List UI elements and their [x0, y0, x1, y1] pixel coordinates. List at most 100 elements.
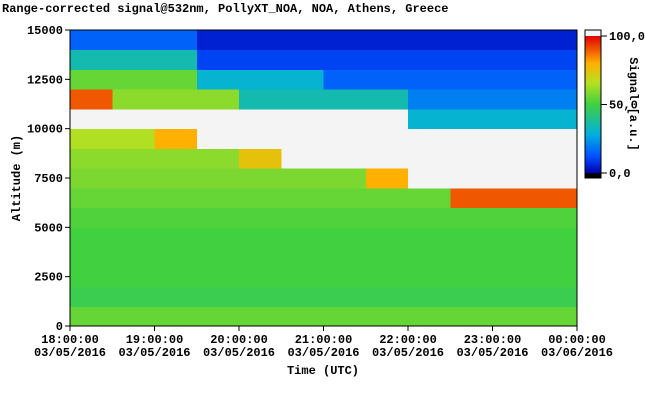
heatmap-cell: [281, 266, 324, 288]
heatmap-cell: [154, 108, 198, 130]
heatmap-cell: [450, 247, 493, 268]
heatmap-cell: [112, 168, 155, 189]
heatmap-cell: [281, 89, 324, 110]
heatmap-cell: [450, 266, 493, 288]
heatmap-cell: [534, 128, 578, 149]
heatmap-cell: [323, 187, 367, 209]
heatmap-cell: [239, 30, 282, 51]
heatmap-cell: [281, 128, 324, 149]
heatmap-cell: [408, 266, 451, 288]
heatmap-cell: [196, 89, 240, 110]
heatmap-cell: [450, 207, 493, 228]
heatmap-cell: [408, 187, 451, 209]
y-axis-label: Altitude (m): [10, 135, 24, 221]
heatmap-cell: [323, 247, 367, 268]
chart-title: Range-corrected signal@532nm, PollyXT_NO…: [2, 2, 448, 16]
x-tick-label: 23:00:00 03/05/2016: [456, 333, 528, 360]
x-tick-label: 19:00:00 03/05/2016: [118, 333, 190, 360]
heatmap-cell: [70, 128, 113, 149]
heatmap-cell: [408, 247, 451, 268]
colorbar-label: Signal [a.u.]: [626, 57, 640, 151]
heatmap-cell: [534, 266, 578, 288]
heatmap-cell: [365, 108, 409, 130]
heatmap-cell: [70, 286, 113, 307]
heatmap-cell: [408, 306, 451, 327]
x-tick-label: 18:00:00 03/05/2016: [34, 333, 106, 360]
heatmap-cell: [323, 168, 367, 189]
heatmap-cell: [365, 266, 409, 288]
heatmap-cell: [112, 30, 155, 51]
heatmap-cell: [154, 148, 198, 169]
heatmap-cell: [154, 30, 198, 51]
heatmap-cell: [196, 266, 240, 288]
heatmap-cell: [365, 148, 409, 169]
heatmap-cell: [450, 168, 493, 189]
heatmap-cell: [492, 247, 536, 268]
colorbar-tick-label: 0,0: [609, 167, 631, 181]
heatmap-cell: [534, 49, 578, 70]
heatmap-cell: [154, 247, 198, 268]
heatmap-cell: [492, 148, 536, 169]
heatmap-cell: [492, 207, 536, 228]
heatmap-cell: [408, 227, 451, 248]
heatmap-cell: [154, 69, 198, 90]
heatmap-cell: [323, 148, 367, 169]
heatmap-cell: [112, 306, 155, 327]
heatmap-cell: [154, 266, 198, 288]
heatmap-cell: [281, 247, 324, 268]
heatmap-cell: [70, 247, 113, 268]
y-tick-label: 12500: [27, 73, 63, 87]
heatmap-cell: [239, 227, 282, 248]
heatmap-cell: [112, 187, 155, 209]
heatmap-cell: [154, 306, 198, 327]
heatmap-cell: [408, 69, 451, 90]
heatmap-cell: [408, 108, 451, 130]
heatmap-cell: [492, 187, 536, 209]
heatmap-cell: [408, 148, 451, 169]
heatmap-cell: [492, 108, 536, 130]
heatmap-cell: [70, 49, 113, 70]
heatmap-cell: [112, 69, 155, 90]
heatmap-cell: [70, 89, 113, 110]
heatmap-cell: [365, 69, 409, 90]
colorbar: [585, 36, 601, 173]
heatmap-cell: [154, 49, 198, 70]
x-tick-label: 00:00:00 03/06/2016: [541, 333, 613, 360]
heatmap-cell: [534, 168, 578, 189]
heatmap-cell: [70, 108, 113, 130]
heatmap-cell: [323, 306, 367, 327]
heatmap-cell: [323, 227, 367, 248]
heatmap-cell: [492, 49, 536, 70]
heatmap-cell: [281, 187, 324, 209]
heatmap-cell: [534, 148, 578, 169]
heatmap-cell: [365, 49, 409, 70]
heatmap-cell: [112, 108, 155, 130]
heatmap-cell: [112, 266, 155, 288]
colorbar-over: [585, 30, 601, 36]
heatmap-cell: [492, 168, 536, 189]
heatmap-cell: [239, 207, 282, 228]
heatmap-cell: [196, 168, 240, 189]
heatmap-cell: [492, 266, 536, 288]
heatmap-cell: [450, 89, 493, 110]
heatmap-cell: [196, 108, 240, 130]
heatmap-cell: [112, 49, 155, 70]
heatmap-cell: [492, 89, 536, 110]
heatmap-cell: [239, 247, 282, 268]
x-tick-label: 21:00:00 03/05/2016: [287, 333, 359, 360]
heatmap-cell: [492, 30, 536, 51]
heatmap-cell: [450, 306, 493, 327]
heatmap-cell: [492, 286, 536, 307]
heatmap-cell: [534, 247, 578, 268]
heatmap-cell: [365, 187, 409, 209]
heatmap-cell: [154, 207, 198, 228]
heatmap-cell: [323, 286, 367, 307]
heatmap-cell: [323, 207, 367, 228]
heatmap-cell: [408, 286, 451, 307]
heatmap-cell: [112, 286, 155, 307]
heatmap-cell: [112, 148, 155, 169]
heatmap-cell: [408, 207, 451, 228]
heatmap-cell: [408, 30, 451, 51]
heatmap-cell: [239, 148, 282, 169]
